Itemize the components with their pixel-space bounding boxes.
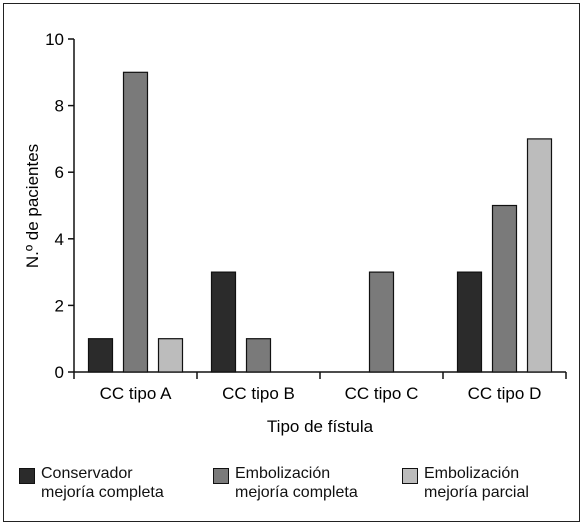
y-tick-label: 4 (55, 230, 64, 249)
x-tick-label: CC tipo B (222, 384, 295, 403)
bar (368, 271, 395, 373)
legend-item-conservador: Conservador mejoría completa (19, 464, 164, 502)
bar (245, 338, 272, 373)
bar (210, 271, 237, 373)
x-axis-label: Tipo de fístula (267, 417, 374, 436)
x-tick-label: CC tipo C (345, 384, 419, 403)
chart-frame (3, 3, 580, 522)
bar (456, 271, 483, 373)
bar (491, 204, 518, 373)
legend-item-embolizacion-completa: Embolización mejoría completa (213, 464, 358, 502)
y-axis-label: N.º de pacientes (23, 144, 42, 268)
bar (526, 138, 553, 373)
bar (157, 338, 184, 373)
chart-bars (87, 71, 553, 373)
legend-item-embolizacion-parcial: Embolización mejoría parcial (402, 464, 529, 502)
y-tick-label: 0 (55, 363, 64, 382)
legend-swatch-embolizacion-parcial (402, 468, 418, 484)
legend-swatch-conservador (19, 468, 35, 484)
legend-label-embolizacion-completa: Embolización mejoría completa (235, 465, 358, 501)
legend-label-conservador: Conservador mejoría completa (41, 465, 164, 501)
bar (87, 338, 114, 373)
y-tick-label: 6 (55, 163, 64, 182)
y-tick-label: 2 (55, 296, 64, 315)
legend-swatch-embolizacion-completa (213, 468, 229, 484)
legend-label-embolizacion-parcial: Embolización mejoría parcial (424, 465, 529, 501)
chart-axes: 0 2 4 6 8 10 CC tipo A CC tipo B CC tipo C CC tip… (45, 30, 567, 403)
x-tick-label: CC tipo D (468, 384, 542, 403)
y-tick-label: 8 (55, 97, 64, 116)
y-tick-label: 10 (45, 30, 64, 49)
x-tick-label: CC tipo A (100, 384, 172, 403)
bar (122, 71, 149, 373)
